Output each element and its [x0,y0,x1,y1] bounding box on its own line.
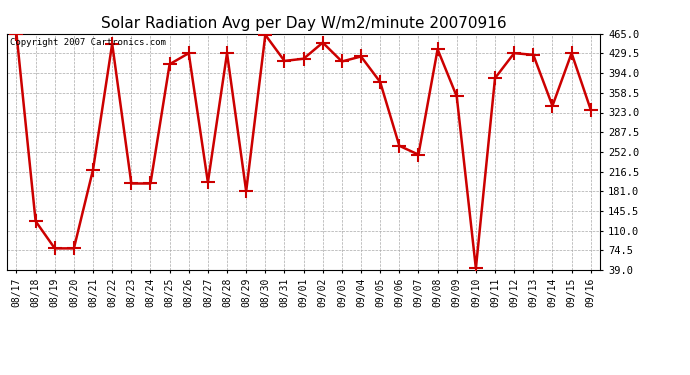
Text: Copyright 2007 Cartronics.com: Copyright 2007 Cartronics.com [10,39,166,48]
Title: Solar Radiation Avg per Day W/m2/minute 20070916: Solar Radiation Avg per Day W/m2/minute … [101,16,506,31]
